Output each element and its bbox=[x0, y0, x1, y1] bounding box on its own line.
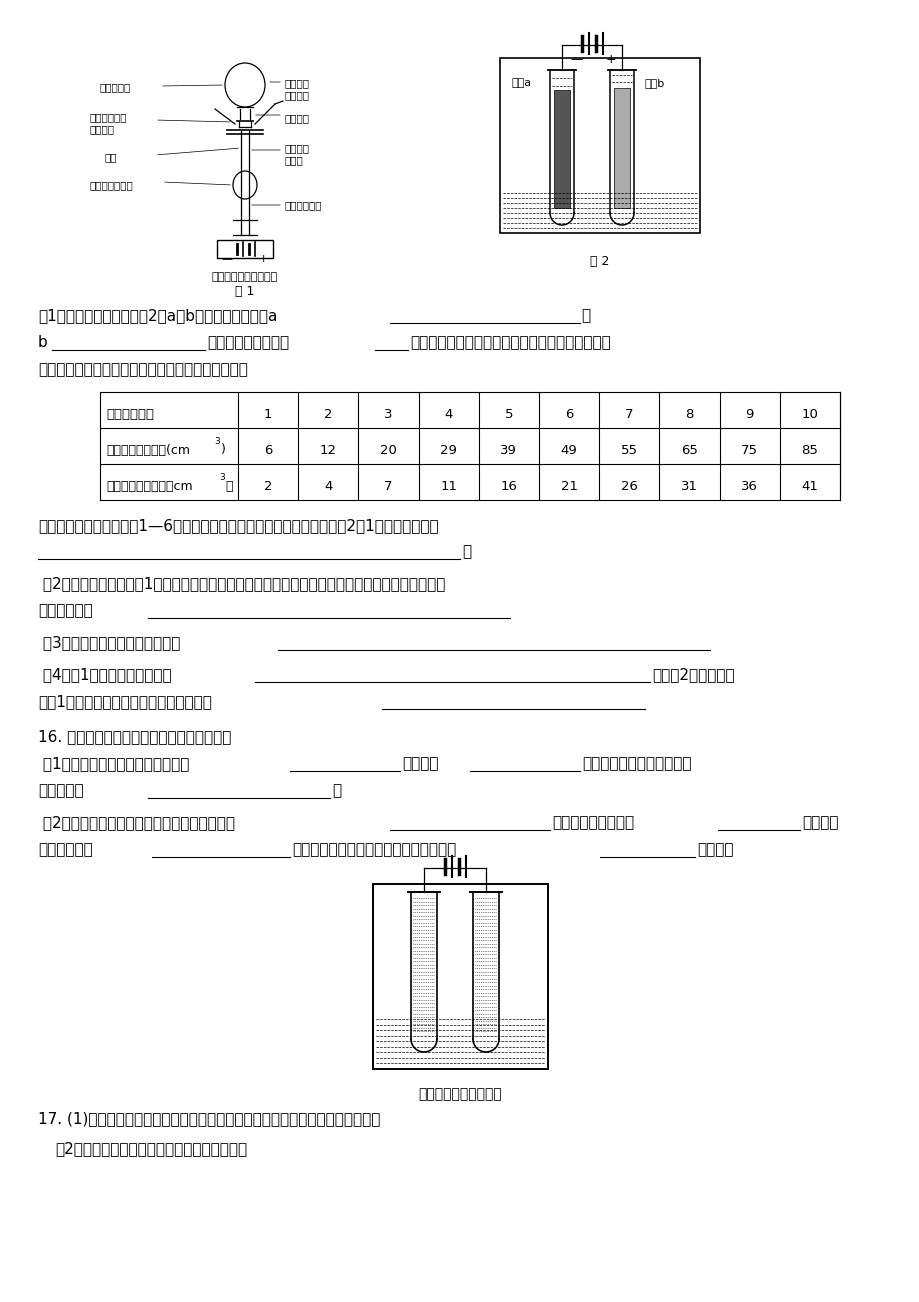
Text: （4）图1实验装置的优点是：: （4）图1实验装置的优点是： bbox=[38, 667, 172, 682]
Text: （1）指出电源的正、负极，左边为: （1）指出电源的正、负极，左边为 bbox=[38, 756, 189, 771]
Text: 16: 16 bbox=[500, 479, 516, 492]
Text: 极相连的阳、阴两极上产生的气体的实验数据如下：: 极相连的阳、阴两极上产生的气体的实验数据如下： bbox=[38, 362, 247, 378]
Text: 55: 55 bbox=[620, 444, 637, 457]
Text: 75: 75 bbox=[741, 444, 757, 457]
Bar bbox=[553, 90, 570, 208]
Text: 透明塑料小药瓶: 透明塑料小药瓶 bbox=[90, 180, 133, 190]
Bar bbox=[217, 240, 273, 258]
Text: （2）设计一简单实验，区分蒸馏水和食盐水。: （2）设计一简单实验，区分蒸馏水和食盐水。 bbox=[55, 1141, 247, 1156]
Text: ，: ， bbox=[581, 309, 589, 323]
Text: 阴极产生气体体积(cm: 阴极产生气体体积(cm bbox=[106, 444, 190, 457]
Text: 26: 26 bbox=[620, 479, 637, 492]
Text: ；与图2装置相比，: ；与图2装置相比， bbox=[652, 667, 734, 682]
Text: 6: 6 bbox=[264, 444, 272, 457]
Text: 8: 8 bbox=[685, 408, 693, 421]
Text: 图 1: 图 1 bbox=[235, 285, 255, 298]
Text: 12: 12 bbox=[320, 444, 336, 457]
Text: 29: 29 bbox=[440, 444, 457, 457]
Text: ，事先往水里加少量硫酸，: ，事先往水里加少量硫酸， bbox=[582, 756, 691, 771]
Text: +: + bbox=[606, 53, 616, 66]
Text: 4: 4 bbox=[323, 479, 332, 492]
Text: 通电分解水的简易装置: 通电分解水的简易装置 bbox=[417, 1087, 502, 1101]
Text: 7: 7 bbox=[624, 408, 633, 421]
Text: 硬质透明: 硬质透明 bbox=[285, 143, 310, 154]
Text: ，右边为: ，右边为 bbox=[402, 756, 438, 771]
Text: 图 2: 图 2 bbox=[590, 255, 609, 268]
Text: 39: 39 bbox=[500, 444, 516, 457]
Text: 7: 7 bbox=[384, 479, 392, 492]
Text: 气体的方法是: 气体的方法是 bbox=[38, 842, 93, 857]
Text: 85: 85 bbox=[800, 444, 817, 457]
Text: （2）左试管中产生的是，检验该气体的方法是: （2）左试管中产生的是，检验该气体的方法是 bbox=[38, 815, 234, 829]
Text: +: + bbox=[259, 254, 268, 264]
Text: 聚气塑料瓶: 聚气塑料瓶 bbox=[100, 82, 131, 92]
Text: 铁夹开关: 铁夹开关 bbox=[285, 113, 310, 122]
Text: 射器针头: 射器针头 bbox=[285, 90, 310, 100]
Text: 20: 20 bbox=[380, 444, 396, 457]
Text: 11: 11 bbox=[439, 479, 457, 492]
Text: 3: 3 bbox=[214, 437, 220, 447]
Text: 5: 5 bbox=[505, 408, 513, 421]
Text: 时间（分钟）: 时间（分钟） bbox=[106, 408, 153, 421]
Text: 49: 49 bbox=[560, 444, 577, 457]
Bar bbox=[499, 59, 699, 233]
Text: 不锈钢钉电极: 不锈钢钉电极 bbox=[285, 201, 323, 210]
Text: 阳极生成气体体积（cm: 阳极生成气体体积（cm bbox=[106, 479, 192, 492]
Text: 组成的。: 组成的。 bbox=[697, 842, 732, 857]
Text: 16. 根据电解水的实验装置图完成下列问题：: 16. 根据电解水的实验装置图完成下列问题： bbox=[38, 729, 231, 743]
Bar bbox=[372, 884, 548, 1069]
Text: —: — bbox=[570, 53, 582, 66]
Text: 36: 36 bbox=[741, 479, 757, 492]
Text: ；右试管中产生的是: ；右试管中产生的是 bbox=[551, 815, 633, 829]
Text: 明料漏斗: 明料漏斗 bbox=[90, 124, 115, 134]
Text: 用饮料瓶做的: 用饮料瓶做的 bbox=[90, 112, 128, 122]
Text: 2: 2 bbox=[323, 408, 332, 421]
Text: b: b bbox=[38, 335, 48, 350]
Text: 41: 41 bbox=[800, 479, 817, 492]
Text: 仔细分析以上实验数据，1—6分钟内阴、阳两极生成的气体体积之比大于2：1，可能的原因是: 仔细分析以上实验数据，1—6分钟内阴、阳两极生成的气体体积之比大于2：1，可能的… bbox=[38, 518, 438, 533]
Bar bbox=[613, 89, 630, 208]
Text: （1）通电一段时间后，图2中a、b试管内气体的名称a: （1）通电一段时间后，图2中a、b试管内气体的名称a bbox=[38, 309, 277, 323]
Text: 2: 2 bbox=[264, 479, 272, 492]
Text: ，气体体积之比约为: ，气体体积之比约为 bbox=[207, 335, 289, 350]
Text: 4: 4 bbox=[444, 408, 452, 421]
Text: （3）写出电解水的文字表达式：: （3）写出电解水的文字表达式： bbox=[38, 635, 180, 650]
Text: 6: 6 bbox=[564, 408, 573, 421]
Text: 实验现象是：: 实验现象是： bbox=[38, 603, 93, 618]
Text: 9: 9 bbox=[744, 408, 753, 421]
Text: 。: 。 bbox=[461, 544, 471, 559]
Text: 65: 65 bbox=[680, 444, 698, 457]
Text: 10: 10 bbox=[800, 408, 817, 421]
Text: 胶管: 胶管 bbox=[105, 152, 118, 161]
Text: 31: 31 bbox=[680, 479, 698, 492]
Text: 3: 3 bbox=[384, 408, 392, 421]
Text: ）: ） bbox=[225, 479, 233, 492]
Text: 17. (1)空气中有一定量的水蒸气，试用日常生活中的两个例子来说明这一结论。: 17. (1)空气中有一定量的水蒸气，试用日常生活中的两个例子来说明这一结论。 bbox=[38, 1111, 380, 1126]
Text: 目的是为了: 目的是为了 bbox=[38, 783, 84, 798]
Text: 。由以上实验事实得出结论：说明水是由: 。由以上实验事实得出结论：说明水是由 bbox=[291, 842, 456, 857]
Text: 。: 。 bbox=[332, 783, 341, 798]
Text: ，检验该: ，检验该 bbox=[801, 815, 837, 829]
Text: 1: 1 bbox=[264, 408, 272, 421]
Text: 21: 21 bbox=[560, 479, 577, 492]
Text: 试管b: 试管b bbox=[644, 78, 664, 89]
Text: 试管a: 试管a bbox=[512, 78, 531, 89]
Text: —: — bbox=[221, 254, 232, 264]
Text: 不锈钢注: 不锈钢注 bbox=[285, 78, 310, 89]
Text: 用图1装置进行该实验的主要不足之处是：: 用图1装置进行该实验的主要不足之处是： bbox=[38, 694, 211, 710]
Text: ): ) bbox=[221, 444, 226, 457]
Text: 3: 3 bbox=[219, 474, 224, 483]
Text: 塑料管: 塑料管 bbox=[285, 155, 303, 165]
Text: （2）用玻璃三通管将图1装置电解水时产生的气体混合在一起，点燃用该混合气吹出的肥皂泡时的: （2）用玻璃三通管将图1装置电解水时产生的气体混合在一起，点燃用该混合气吹出的肥… bbox=[38, 575, 445, 591]
Text: 正面看的改进后的装置: 正面看的改进后的装置 bbox=[211, 272, 278, 283]
Text: ，在某次电解水的实验中测得了分别与电源正负两: ，在某次电解水的实验中测得了分别与电源正负两 bbox=[410, 335, 610, 350]
